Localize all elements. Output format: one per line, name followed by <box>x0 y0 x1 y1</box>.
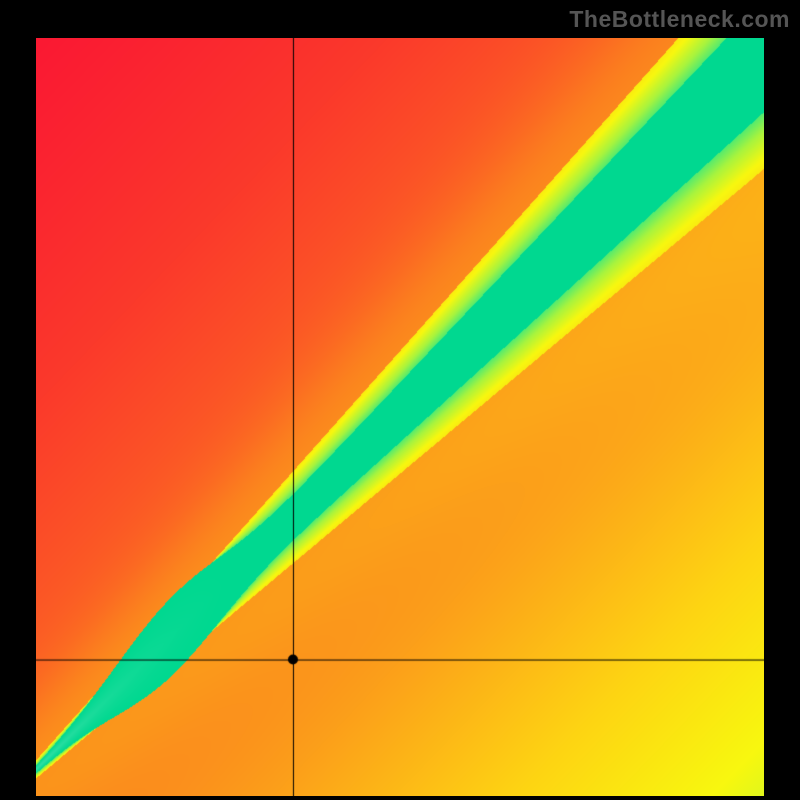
heatmap-canvas <box>36 38 764 796</box>
chart-container: TheBottleneck.com <box>0 0 800 800</box>
watermark-text: TheBottleneck.com <box>569 6 790 33</box>
